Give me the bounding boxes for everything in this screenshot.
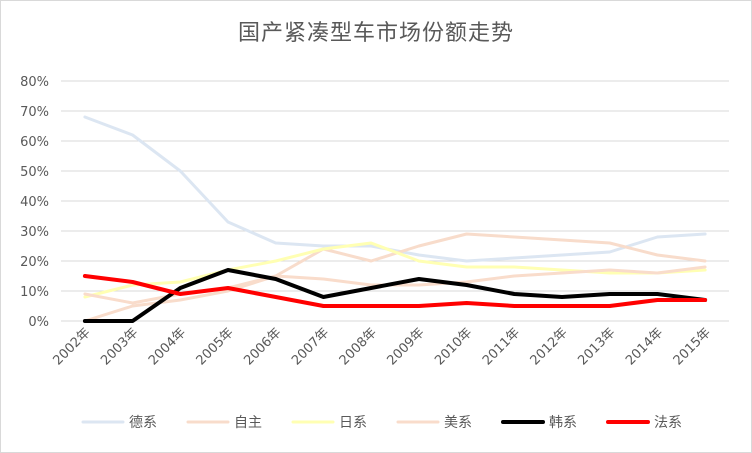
legend-label: 德系 xyxy=(129,415,157,431)
legend-label: 法系 xyxy=(654,415,682,431)
x-tick-label: 2003年 xyxy=(98,325,141,368)
legend-label: 美系 xyxy=(444,415,472,431)
legend-label: 韩系 xyxy=(549,415,577,431)
x-tick-label: 2008年 xyxy=(337,325,380,368)
x-tick-label: 2005年 xyxy=(194,325,237,368)
y-tick-label: 0% xyxy=(28,315,49,330)
y-tick-label: 30% xyxy=(20,225,49,240)
y-tick-label: 20% xyxy=(20,255,49,270)
x-tick-label: 2006年 xyxy=(241,325,284,368)
y-tick-label: 80% xyxy=(20,75,49,90)
series-line xyxy=(83,241,707,299)
legend-label: 自主 xyxy=(234,415,262,431)
chart-title: 国产紧凑型车市场份额走势 xyxy=(237,21,514,46)
x-tick-label: 2011年 xyxy=(480,325,523,368)
x-tick-label: 2015年 xyxy=(671,325,714,368)
x-tick-label: 2009年 xyxy=(384,325,427,368)
series-line xyxy=(83,115,707,263)
series-line xyxy=(82,268,708,323)
x-tick-label: 2012年 xyxy=(528,325,571,368)
y-tick-label: 70% xyxy=(20,105,49,120)
y-tick-label: 10% xyxy=(20,285,49,300)
y-tick-label: 60% xyxy=(20,135,49,150)
x-tick-label: 2013年 xyxy=(575,325,618,368)
y-tick-label: 50% xyxy=(20,165,49,180)
x-tick-label: 2014年 xyxy=(623,325,666,368)
series-line xyxy=(82,274,708,308)
x-tick-label: 2010年 xyxy=(432,325,475,368)
x-tick-label: 2004年 xyxy=(146,325,189,368)
y-tick-label: 40% xyxy=(20,195,49,210)
x-tick-label: 2007年 xyxy=(289,325,332,368)
legend-label: 日系 xyxy=(339,415,367,431)
x-tick-label: 2002年 xyxy=(50,325,93,368)
